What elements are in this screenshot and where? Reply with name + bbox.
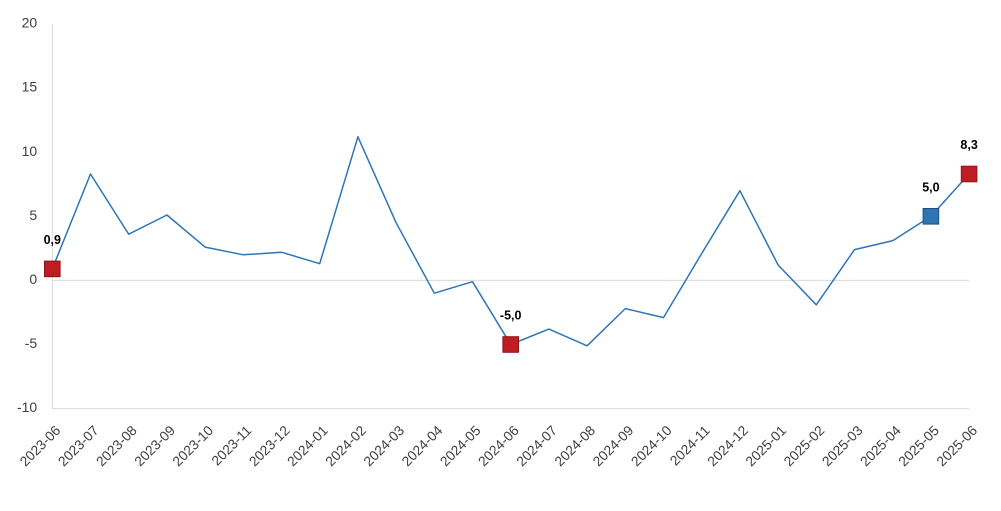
svg-text:0,9: 0,9 bbox=[44, 233, 61, 247]
svg-text:5,0: 5,0 bbox=[922, 180, 939, 194]
svg-text:-10: -10 bbox=[17, 399, 37, 415]
svg-text:-5: -5 bbox=[25, 335, 38, 351]
svg-text:-5,0: -5,0 bbox=[500, 309, 522, 323]
svg-text:20: 20 bbox=[22, 15, 38, 31]
svg-text:10: 10 bbox=[22, 143, 38, 159]
svg-text:15: 15 bbox=[22, 79, 38, 95]
svg-text:8,3: 8,3 bbox=[960, 138, 977, 152]
svg-text:5: 5 bbox=[29, 207, 37, 223]
svg-text:0: 0 bbox=[29, 271, 37, 287]
